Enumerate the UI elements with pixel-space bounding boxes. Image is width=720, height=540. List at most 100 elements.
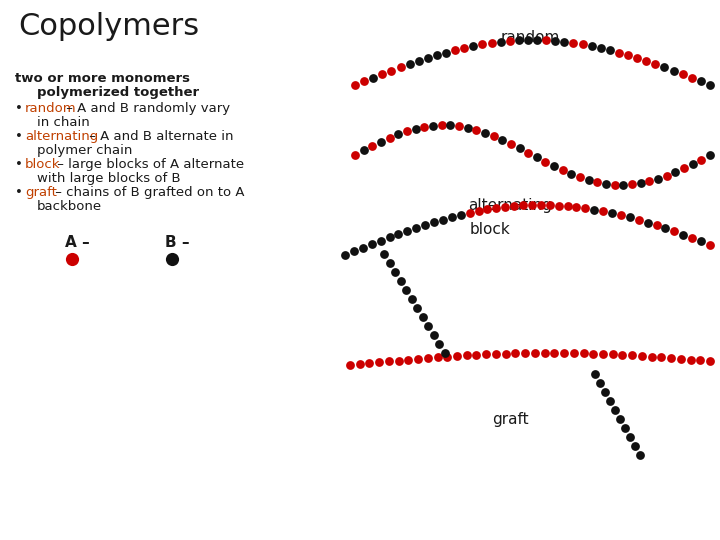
Point [349,80,361,89]
Point [704,151,716,159]
Point [704,240,716,249]
Point [461,351,472,360]
Point [473,207,485,215]
Point [686,234,698,242]
Point [417,313,428,321]
Point [348,247,360,256]
Point [437,215,449,224]
Point [462,123,473,132]
Text: polymer chain: polymer chain [37,144,132,157]
Point [422,53,433,62]
Point [549,162,560,171]
Point [549,37,561,45]
Point [510,349,521,358]
Point [418,123,430,131]
Point [402,227,413,235]
Point [665,354,677,362]
Point [496,136,508,144]
Point [531,36,543,44]
Point [607,350,618,359]
Point [411,303,423,312]
Point [540,158,552,166]
Point [375,237,387,245]
Point [471,350,482,359]
Text: block: block [25,158,60,171]
Point [577,40,588,49]
Point [629,442,641,450]
Point [449,46,461,55]
Text: •: • [15,158,23,171]
Point [344,361,356,369]
Text: – chains of B grafted on to A: – chains of B grafted on to A [51,186,245,199]
Point [604,46,616,55]
Text: alternating: alternating [468,198,552,213]
Point [598,207,609,215]
Point [455,211,467,219]
Point [519,349,531,357]
Point [166,255,178,264]
Point [459,44,470,52]
Point [531,153,543,161]
Point [583,176,595,185]
Point [486,38,498,47]
Point [566,170,577,178]
Point [633,215,644,224]
Point [571,203,582,212]
Text: – A and B alternate in: – A and B alternate in [85,130,233,143]
Point [66,255,78,264]
Text: B –: B – [165,235,189,250]
Text: – A and B randomly vary: – A and B randomly vary [62,102,230,115]
Text: in chain: in chain [37,116,90,129]
Point [589,370,600,379]
Text: two or more monomers: two or more monomers [15,72,190,85]
Point [526,201,538,210]
Point [500,349,511,358]
Point [588,349,599,358]
Point [464,208,475,217]
Point [487,132,499,140]
Point [422,354,433,362]
Point [609,180,621,189]
Point [660,224,671,233]
Point [544,201,556,210]
Point [577,349,589,357]
Text: •: • [15,102,23,115]
Point [390,268,401,276]
Point [619,424,631,433]
Point [446,213,458,221]
Point [470,125,482,134]
Point [349,151,361,159]
Point [668,66,680,75]
Point [453,122,464,130]
Point [704,357,716,366]
Point [604,397,616,406]
Point [553,201,564,210]
Text: polymerized together: polymerized together [37,86,199,99]
Point [696,156,707,164]
Point [615,211,626,220]
Point [695,356,706,364]
Point [477,40,488,49]
Point [406,295,418,303]
Point [651,221,662,230]
Point [686,73,698,82]
Point [568,349,580,357]
Point [433,340,445,348]
Point [704,80,716,89]
Point [467,42,479,50]
Point [614,415,626,423]
Point [558,349,570,357]
Point [634,451,646,460]
Point [384,233,395,242]
Point [413,355,424,363]
Point [384,259,395,267]
Point [500,202,511,211]
Point [580,204,591,213]
Point [622,51,634,59]
Point [438,349,450,357]
Point [441,353,453,361]
Point [427,121,438,130]
Text: graft: graft [492,412,528,427]
Text: Copolymers: Copolymers [18,12,199,41]
Point [631,53,643,62]
